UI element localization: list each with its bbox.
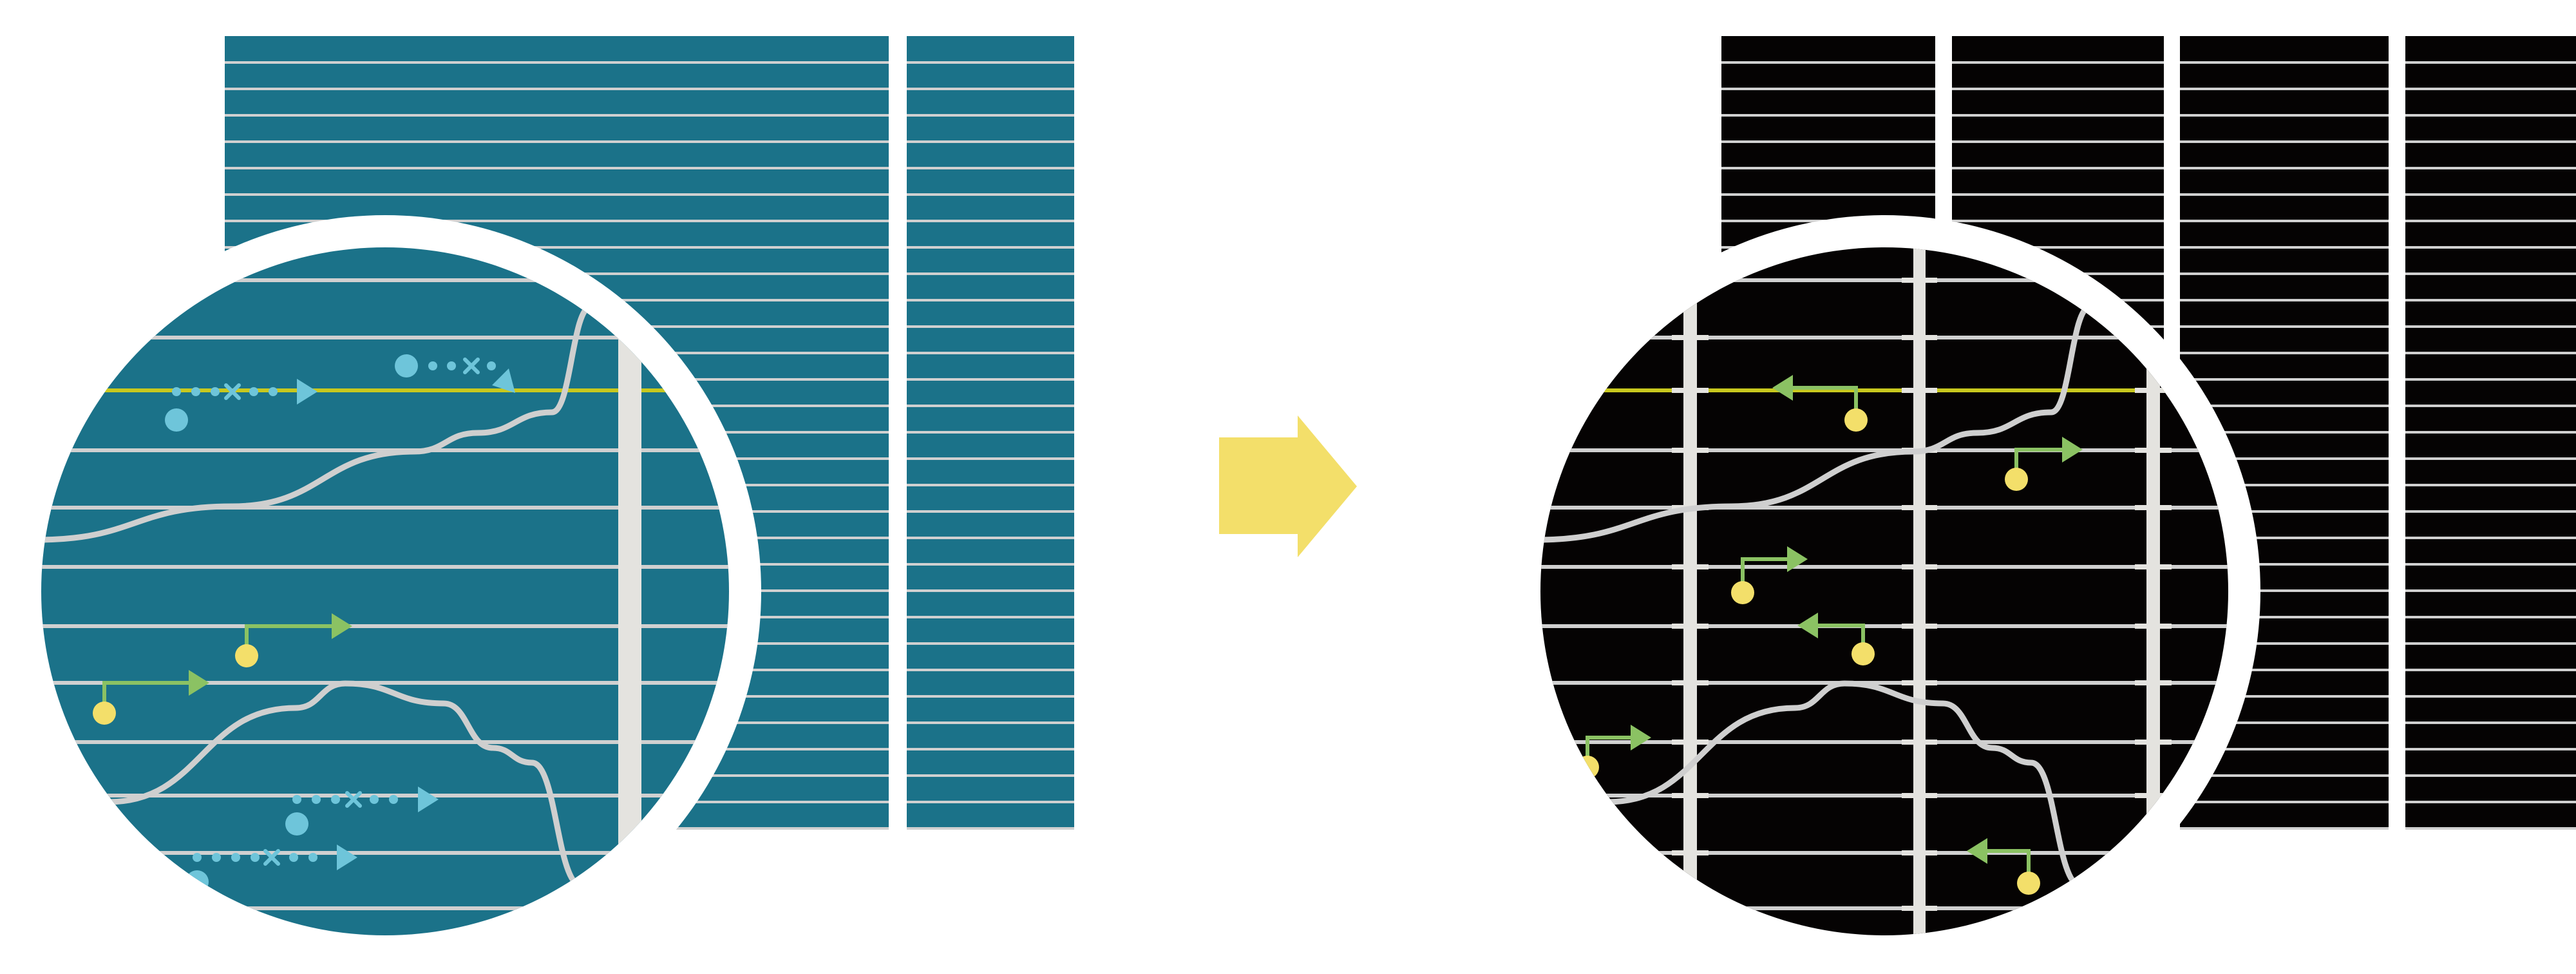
blue-dot — [428, 361, 437, 370]
green-arrowhead-icon — [1797, 613, 1818, 638]
blue-dot — [447, 361, 456, 370]
blue-dot — [487, 361, 496, 370]
tick-mark — [1672, 740, 1709, 745]
tick-mark — [2135, 680, 2172, 685]
tick-mark — [1902, 335, 1937, 340]
blue-dot — [172, 387, 181, 396]
blue-arrowhead-icon — [337, 845, 357, 870]
tick-mark — [2135, 624, 2172, 629]
blue-dot — [289, 853, 298, 862]
yellow-node — [93, 702, 116, 725]
yellow-node — [2005, 468, 2028, 491]
tick-mark — [2135, 505, 2172, 510]
blue-arrowhead-icon — [297, 379, 317, 405]
blue-arrowhead-icon — [418, 787, 439, 812]
blue-dot — [191, 387, 200, 396]
tick-mark — [2135, 388, 2172, 393]
yellow-node — [1731, 581, 1754, 604]
blue-dot — [231, 853, 240, 862]
blue-dot — [308, 853, 317, 862]
tick-mark — [1902, 850, 1937, 855]
green-arrowhead-icon — [2062, 437, 2083, 463]
tick-mark — [1672, 793, 1709, 798]
tick-mark — [1902, 388, 1937, 393]
tick-mark — [2135, 793, 2172, 798]
yellow-node — [1844, 408, 1868, 432]
blue-node — [165, 408, 188, 432]
yellow-node — [1852, 642, 1875, 665]
flow-curve — [50, 680, 594, 935]
tick-mark — [1672, 448, 1709, 453]
flow-curve — [41, 247, 612, 543]
blue-dot — [211, 387, 220, 396]
divider-bar — [1913, 247, 1926, 935]
blue-node — [395, 354, 418, 377]
green-arrowhead-icon — [189, 670, 209, 696]
magnifier-background — [41, 247, 729, 935]
divider-bar — [2146, 247, 2160, 935]
tick-mark — [2135, 906, 2172, 911]
blue-dot — [370, 795, 379, 804]
yellow-node — [235, 644, 258, 667]
flow-curve — [1549, 680, 2094, 935]
tick-mark — [1672, 335, 1709, 340]
cross-icon — [463, 358, 480, 374]
blue-node — [285, 812, 308, 836]
cross-icon — [345, 791, 362, 808]
blue-dot — [292, 795, 301, 804]
divider-bar — [618, 247, 641, 935]
tick-mark — [1902, 906, 1937, 911]
blue-dot — [212, 853, 221, 862]
tick-mark — [1902, 505, 1937, 510]
divider-bar — [1683, 247, 1697, 935]
blue-dot — [193, 853, 202, 862]
blue-dot — [249, 387, 258, 396]
green-arrowhead-icon — [332, 613, 352, 639]
after-magnifier — [1508, 215, 2260, 968]
tick-mark — [1672, 850, 1709, 855]
blue-dot — [251, 853, 260, 862]
tick-mark — [1902, 564, 1937, 569]
blue-dot — [269, 387, 278, 396]
tick-mark — [2135, 564, 2172, 569]
tick-mark — [2135, 740, 2172, 745]
tick-mark — [1902, 740, 1937, 745]
blue-dot — [331, 795, 340, 804]
blue-dot — [312, 795, 321, 804]
flow-curve — [1540, 247, 2112, 543]
green-arrowhead-icon — [1631, 725, 1651, 750]
blue-dot — [389, 795, 398, 804]
green-arrowhead-icon — [1967, 838, 1987, 864]
cross-icon — [263, 849, 280, 866]
cross-icon — [224, 383, 241, 400]
green-arrowhead-icon — [1787, 546, 1808, 572]
magnifier-background — [1540, 247, 2228, 935]
blue-arrowhead-icon — [492, 368, 515, 393]
tick-mark — [1902, 793, 1937, 798]
tick-mark — [1672, 680, 1709, 685]
tick-mark — [1902, 278, 1937, 283]
tick-mark — [1902, 680, 1937, 685]
yellow-node — [2017, 872, 2040, 895]
tick-mark — [1672, 564, 1709, 569]
tick-mark — [1902, 624, 1937, 629]
right-arrow-icon — [1219, 415, 1357, 557]
tick-mark — [1672, 624, 1709, 629]
tick-mark — [1672, 388, 1709, 393]
before-magnifier — [9, 215, 761, 968]
tick-mark — [2135, 448, 2172, 453]
green-arrowhead-icon — [1772, 375, 1793, 401]
